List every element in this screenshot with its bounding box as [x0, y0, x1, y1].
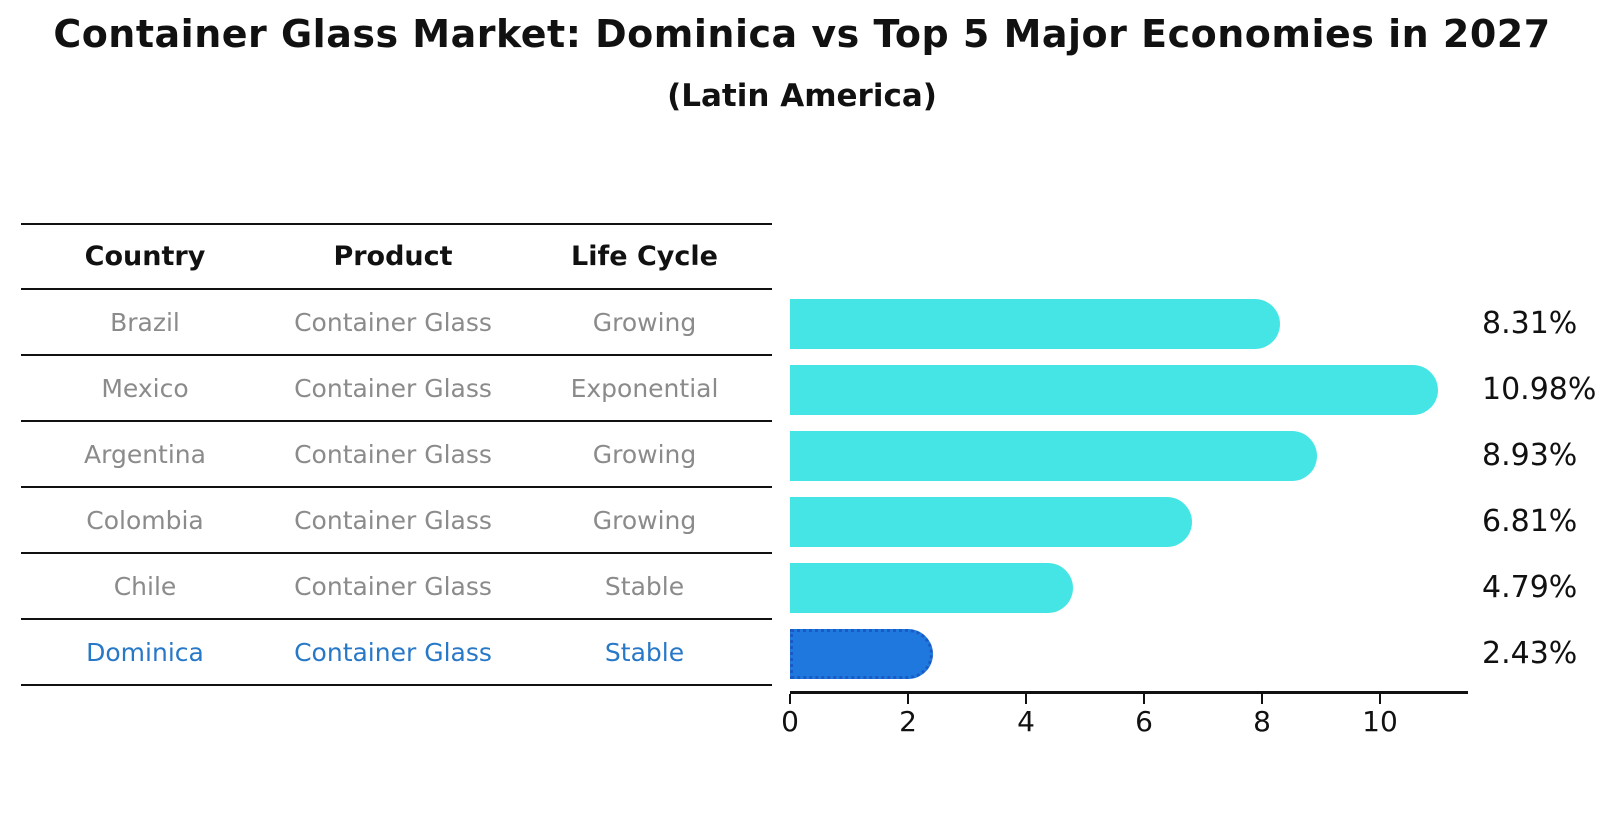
bar-row-mexico: 10.98% — [790, 365, 1604, 415]
cell-country: Brazil — [110, 307, 180, 337]
cell-lifecycle: Stable — [604, 571, 685, 601]
bar-dominica-highlight — [790, 629, 933, 679]
value-label-dominica: 2.43% — [1482, 636, 1578, 671]
x-axis-tick-label: 0 — [781, 705, 799, 738]
cell-lifecycle: Exponential — [570, 373, 719, 403]
value-label-brazil: 8.31% — [1482, 306, 1578, 341]
cell-country: Argentina — [84, 439, 206, 469]
table-row: Mexico Container Glass Exponential — [21, 356, 772, 422]
bar-row-dominica: 2.43% — [790, 629, 1604, 679]
cell-country: Dominica — [86, 637, 204, 667]
x-axis-spine — [790, 691, 1468, 694]
comparison-table: Country Product Life Cycle Brazil Contai… — [21, 223, 772, 686]
value-label-colombia: 6.81% — [1482, 504, 1578, 539]
cell-lifecycle: Growing — [592, 505, 697, 535]
x-axis-tick — [789, 694, 791, 704]
cell-product: Container Glass — [294, 637, 492, 667]
table-header-lifecycle: Life Cycle — [571, 241, 718, 272]
x-axis-tick — [907, 694, 909, 704]
table-header-product: Product — [333, 241, 453, 272]
cell-country: Chile — [113, 571, 177, 601]
cell-lifecycle: Growing — [592, 439, 697, 469]
table-row: Argentina Container Glass Growing — [21, 422, 772, 488]
bar-row-chile: 4.79% — [790, 563, 1604, 613]
cell-country: Mexico — [101, 373, 189, 403]
cell-product: Container Glass — [294, 571, 492, 601]
chart-title: Container Glass Market: Dominica vs Top … — [53, 12, 1551, 56]
x-axis-tick-label: 8 — [1253, 705, 1271, 738]
cell-lifecycle: Growing — [592, 307, 697, 337]
cell-lifecycle: Stable — [604, 637, 685, 667]
cell-product: Container Glass — [294, 439, 492, 469]
bar-brazil — [790, 299, 1280, 349]
bar-row-argentina: 8.93% — [790, 431, 1604, 481]
chart-subtitle: (Latin America) — [667, 78, 937, 114]
x-axis-tick — [1379, 694, 1381, 704]
x-axis-tick-label: 4 — [1017, 705, 1035, 738]
x-axis-tick — [1025, 694, 1027, 704]
x-axis-tick-label: 2 — [899, 705, 917, 738]
x-axis-tick-label: 6 — [1135, 705, 1153, 738]
value-label-chile: 4.79% — [1482, 570, 1578, 605]
x-axis-tick-label: 10 — [1362, 705, 1398, 738]
cell-country: Colombia — [86, 505, 204, 535]
x-axis-tick — [1143, 694, 1145, 704]
table-header-row: Country Product Life Cycle — [21, 223, 772, 290]
x-axis: 0 2 4 6 8 10 — [781, 691, 1468, 738]
table-row: Chile Container Glass Stable — [21, 554, 772, 620]
table-row-dominica: Dominica Container Glass Stable — [21, 620, 772, 686]
value-label-mexico: 10.98% — [1482, 372, 1597, 407]
table-header-country: Country — [84, 241, 206, 272]
cell-product: Container Glass — [294, 505, 492, 535]
bar-row-colombia: 6.81% — [790, 497, 1604, 547]
bar-colombia — [790, 497, 1192, 547]
table-row: Colombia Container Glass Growing — [21, 488, 772, 554]
bar-argentina — [790, 431, 1317, 481]
value-label-argentina: 8.93% — [1482, 438, 1578, 473]
x-axis-tick — [1261, 694, 1263, 704]
cell-product: Container Glass — [294, 307, 492, 337]
table-row: Brazil Container Glass Growing — [21, 290, 772, 356]
bar-row-brazil: 8.31% — [790, 299, 1604, 349]
bar-chile — [790, 563, 1073, 613]
bar-mexico — [790, 365, 1438, 415]
cell-product: Container Glass — [294, 373, 492, 403]
